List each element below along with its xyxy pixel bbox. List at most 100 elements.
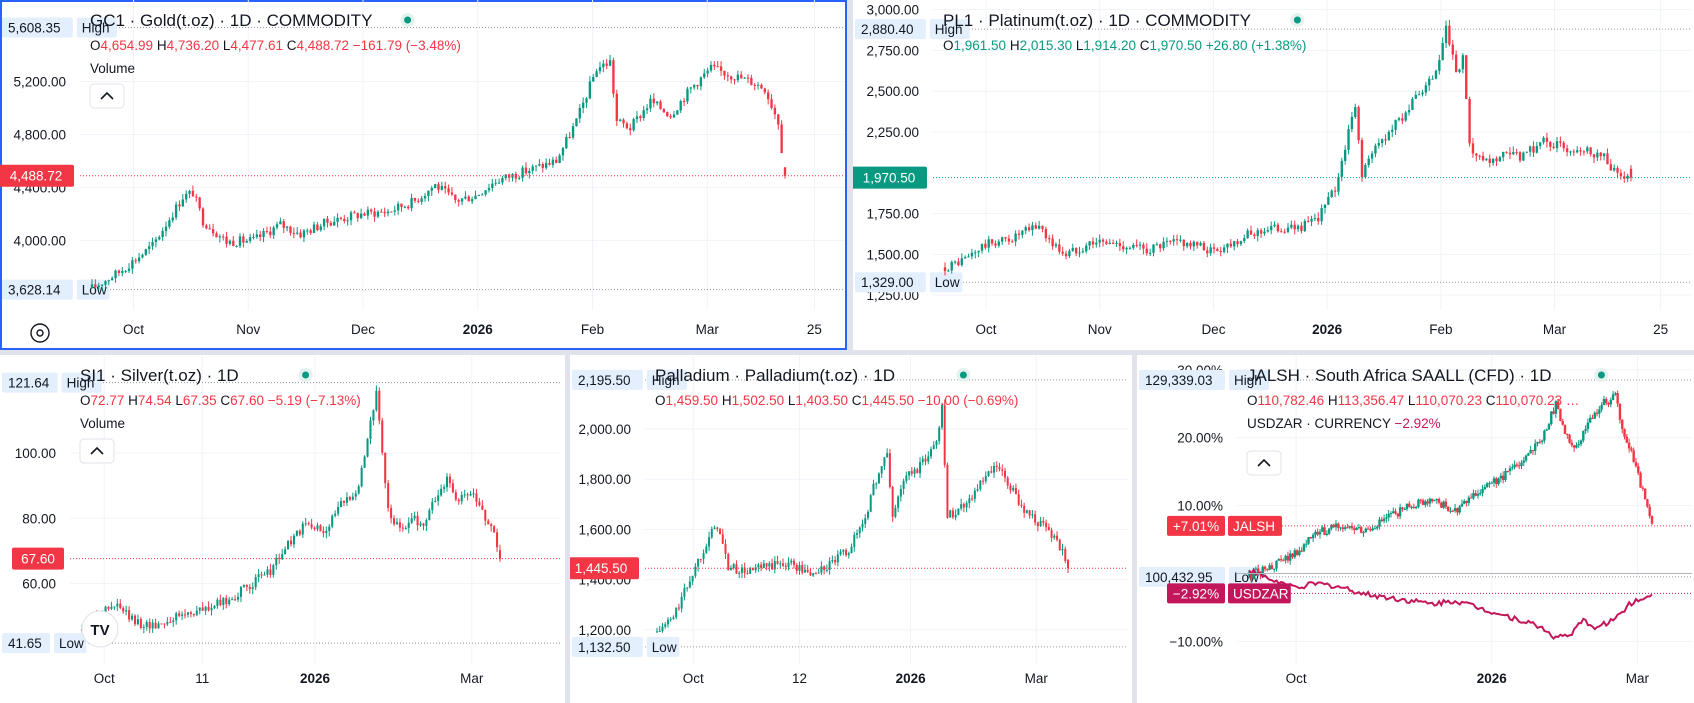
candle-body	[1020, 504, 1023, 506]
candle-body	[1236, 241, 1239, 245]
ohlc-value: 113,356.47	[1338, 393, 1408, 408]
candle-body	[558, 155, 561, 163]
candle-body	[1004, 237, 1007, 239]
candle-body	[316, 525, 319, 530]
candle-body	[801, 565, 804, 573]
candle-body	[481, 194, 484, 196]
candle-body	[930, 449, 932, 457]
collapse-legend-button[interactable]	[79, 438, 115, 464]
ohlc-value: 110,782.46	[1258, 393, 1328, 408]
candle-body	[400, 203, 403, 208]
tradingview-logo-icon[interactable]	[81, 610, 119, 648]
candle-body	[1282, 560, 1285, 562]
candle-body	[1522, 152, 1525, 161]
symbol-title[interactable]: Palladium · Palladium(t.oz) · 1D	[655, 366, 895, 385]
candle-body	[581, 102, 585, 108]
chart-pane-gold[interactable]: 4,000.00 4,400.00 4,800.00 5,200.00 5,608.35…	[0, 0, 847, 350]
candle-body	[694, 566, 697, 576]
candle-body	[622, 119, 625, 124]
candle-body	[784, 565, 787, 567]
chart-pane-silver[interactable]: 60.00 80.00 100.00 121.64 High 41.65 Low 67.60 O…	[0, 355, 565, 703]
chevron-up-icon	[100, 91, 114, 100]
candle-body	[1289, 553, 1292, 561]
candle-body	[1478, 155, 1481, 157]
volume-indicator-label[interactable]: Volume	[90, 61, 135, 76]
candle-body	[372, 410, 375, 421]
candle-body	[172, 620, 175, 623]
candle-body	[1582, 151, 1586, 153]
candle-body	[1646, 499, 1649, 507]
candle-body	[861, 523, 864, 528]
candle-body	[1527, 453, 1530, 456]
settings-gear-icon[interactable]	[30, 323, 50, 343]
y-axis-tick-label: 10.00%	[1177, 499, 1223, 514]
candle-body	[204, 606, 207, 611]
candle-body	[645, 108, 649, 111]
candle-body	[1434, 70, 1438, 79]
candle-body	[588, 81, 592, 99]
candle-body	[403, 206, 407, 208]
candle-body	[688, 581, 691, 588]
compare-legend[interactable]: USDZAR · CURRENCY −2.92%	[1247, 416, 1441, 431]
candle-body	[1222, 247, 1226, 252]
candle-body	[565, 136, 568, 149]
candle-body	[419, 523, 422, 526]
ohlc-key: L	[223, 38, 231, 53]
pane-divider[interactable]	[565, 355, 570, 703]
candle-body	[773, 107, 777, 115]
symbol-title[interactable]: JALSH · South Africa SAALL (CFD) · 1D	[1247, 366, 1552, 385]
pane-divider[interactable]	[847, 0, 853, 350]
candle-body	[1559, 409, 1562, 422]
ohlc-key: C	[852, 393, 862, 408]
candle-body	[325, 531, 328, 533]
pane-divider[interactable]	[0, 350, 1694, 355]
candle-body	[496, 532, 499, 548]
candle-body	[705, 546, 708, 554]
candle-body	[1115, 243, 1118, 245]
candle-body	[443, 487, 446, 489]
last-price-tag	[853, 166, 927, 189]
chart-pane-jalsh[interactable]: −10.00%0.00%10.00%20.00%30.00%129,339.03…	[1137, 355, 1694, 703]
high-label-tag	[76, 17, 117, 38]
candle-body	[375, 390, 378, 411]
candle-body	[1009, 485, 1012, 491]
candle-body	[384, 452, 387, 484]
candle-body	[1327, 528, 1331, 534]
candle-body	[404, 527, 407, 529]
candle-body	[1025, 510, 1028, 513]
candle-body	[1535, 145, 1539, 153]
chart-pane-palladium[interactable]: 1,200.00 1,400.00 1,600.00 1,800.00 2,000.00…	[570, 355, 1132, 703]
symbol-title[interactable]: SI1 · Silver(t.oz) · 1D	[80, 366, 239, 385]
candle-body	[151, 622, 154, 629]
candle-body	[1600, 405, 1603, 410]
candle-body	[1341, 527, 1345, 529]
candle-body	[642, 110, 645, 118]
candle-body	[191, 190, 195, 197]
collapse-legend-button[interactable]	[1246, 450, 1282, 476]
candle-body	[1247, 572, 1251, 576]
candle-body	[1044, 229, 1048, 239]
candle-body	[1028, 510, 1031, 516]
candle-body	[316, 224, 319, 231]
candle-body	[1277, 559, 1280, 561]
candle-body	[239, 586, 242, 597]
candle-body	[1300, 550, 1303, 552]
candle-body	[1568, 434, 1571, 443]
chart-pane-platinum[interactable]: 1,250.00 1,500.00 1,750.00 2,250.00 2,500.00…	[853, 0, 1694, 350]
symbol-title[interactable]: GC1 · Gold(t.oz) · 1D · COMMODITY	[90, 11, 372, 30]
pane-divider[interactable]	[1132, 355, 1137, 703]
symbol-title[interactable]: PL1 · Platinum(t.oz) · 1D · COMMODITY	[943, 11, 1251, 30]
y-axis-tick-label: 1,600.00	[578, 522, 631, 537]
candle-body	[585, 98, 588, 103]
ohlc-key: H	[1328, 393, 1338, 408]
market-status-dot-icon	[959, 371, 967, 379]
ohlc-key: H	[157, 38, 167, 53]
candle-body	[947, 270, 950, 272]
collapse-legend-button[interactable]	[89, 83, 125, 109]
candle-body	[676, 110, 679, 115]
series-value-tag	[1167, 583, 1225, 604]
volume-indicator-label[interactable]: Volume	[80, 416, 125, 431]
ohlc-value: 67.35	[183, 393, 221, 408]
candle-body	[104, 281, 107, 285]
candle-body	[1003, 470, 1006, 478]
